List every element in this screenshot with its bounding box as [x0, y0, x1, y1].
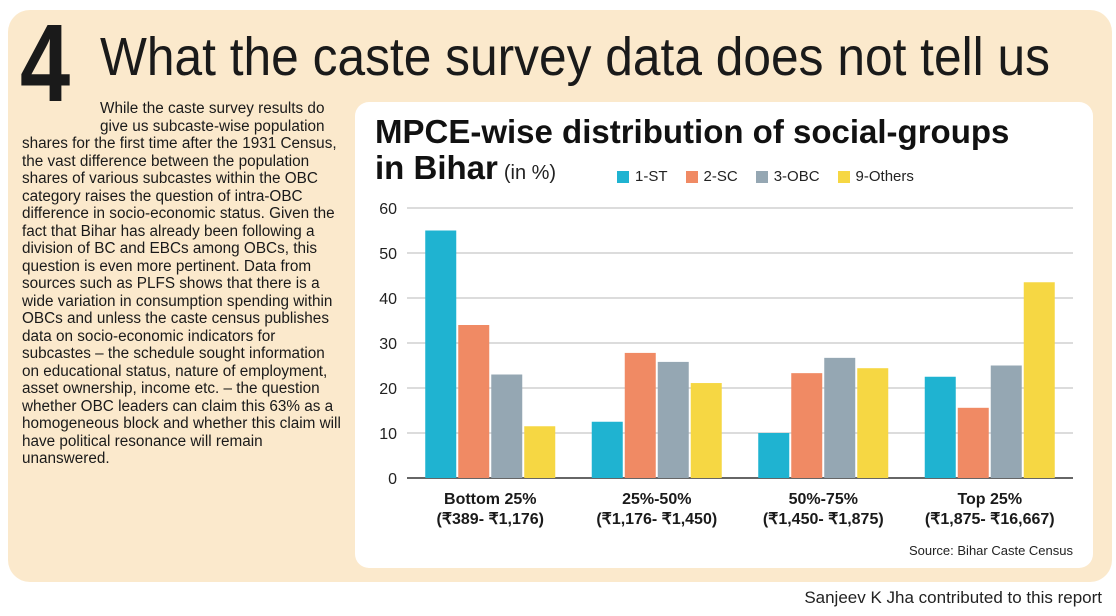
legend-label: 3-OBC — [773, 168, 820, 185]
bar — [491, 374, 523, 478]
bar — [1023, 282, 1055, 478]
bar — [824, 357, 856, 478]
y-tick-label: 10 — [379, 426, 397, 443]
section-number: 4 — [20, 2, 71, 125]
bar — [591, 421, 623, 478]
x-category-range: (₹1,875- ₹16,667) — [925, 511, 1055, 528]
bar-chart: 0 10 20 30 40 50 60 Bottom 25% (₹389- ₹1,176) 25%… — [379, 201, 1073, 528]
bar — [957, 407, 989, 478]
legend-label: 2-SC — [703, 168, 738, 185]
y-tick-label: 0 — [388, 471, 397, 488]
article-body: While the caste survey results do give u… — [22, 100, 342, 468]
legend-swatch — [837, 170, 850, 183]
bar — [425, 230, 457, 478]
chart-title-line2: in Bihar (in %) — [375, 150, 556, 186]
x-category-label: Bottom 25% — [444, 491, 536, 508]
legend-label: 1-ST — [635, 168, 668, 185]
x-category-range: (₹389- ₹1,176) — [436, 511, 544, 528]
chart-source: Source: Bihar Caste Census — [908, 543, 1073, 558]
x-category-label: Top 25% — [957, 491, 1022, 508]
chart-legend: 1-ST 2-SC 3-OBC 9-Others — [617, 168, 914, 185]
legend-label: 9-Others — [855, 168, 914, 185]
y-tick-label: 30 — [379, 336, 397, 353]
chart-card: MPCE-wise distribution of social-groups … — [355, 102, 1093, 568]
legend-item: 1-ST — [617, 168, 668, 185]
article-paragraph: While the caste survey results do give u… — [22, 100, 341, 467]
y-tick-label: 60 — [379, 201, 397, 218]
legend-item: 2-SC — [685, 168, 738, 185]
bar — [758, 433, 790, 478]
legend-item: 9-Others — [837, 168, 914, 185]
chart-title: MPCE-wise distribution of social-groups — [375, 113, 1010, 150]
bar — [657, 361, 689, 478]
x-category-label: 25%-50% — [622, 491, 691, 508]
y-tick-label: 20 — [379, 381, 397, 398]
legend-swatch — [685, 170, 698, 183]
legend-swatch — [617, 170, 629, 183]
legend-swatch — [755, 170, 768, 183]
bar — [524, 426, 556, 478]
bar — [690, 383, 722, 478]
bar — [624, 352, 656, 478]
bar — [924, 376, 956, 478]
headline-title: What the caste survey data does not tell… — [100, 27, 1050, 87]
y-tick-label: 40 — [379, 291, 397, 308]
y-tick-label: 50 — [379, 246, 397, 263]
chart-unit: (in %) — [503, 162, 557, 184]
x-category-label: 50%-75% — [789, 491, 858, 508]
bar — [990, 365, 1022, 478]
legend-item: 3-OBC — [755, 168, 820, 185]
bar — [857, 368, 889, 478]
chart-title-region: in Bihar — [375, 149, 498, 186]
bar — [791, 373, 823, 478]
x-category-range: (₹1,450- ₹1,875) — [763, 511, 884, 528]
x-category-range: (₹1,176- ₹1,450) — [596, 511, 717, 528]
bar — [458, 325, 490, 478]
contributor-credit: Sanjeev K Jha contributed to this report — [804, 588, 1102, 607]
